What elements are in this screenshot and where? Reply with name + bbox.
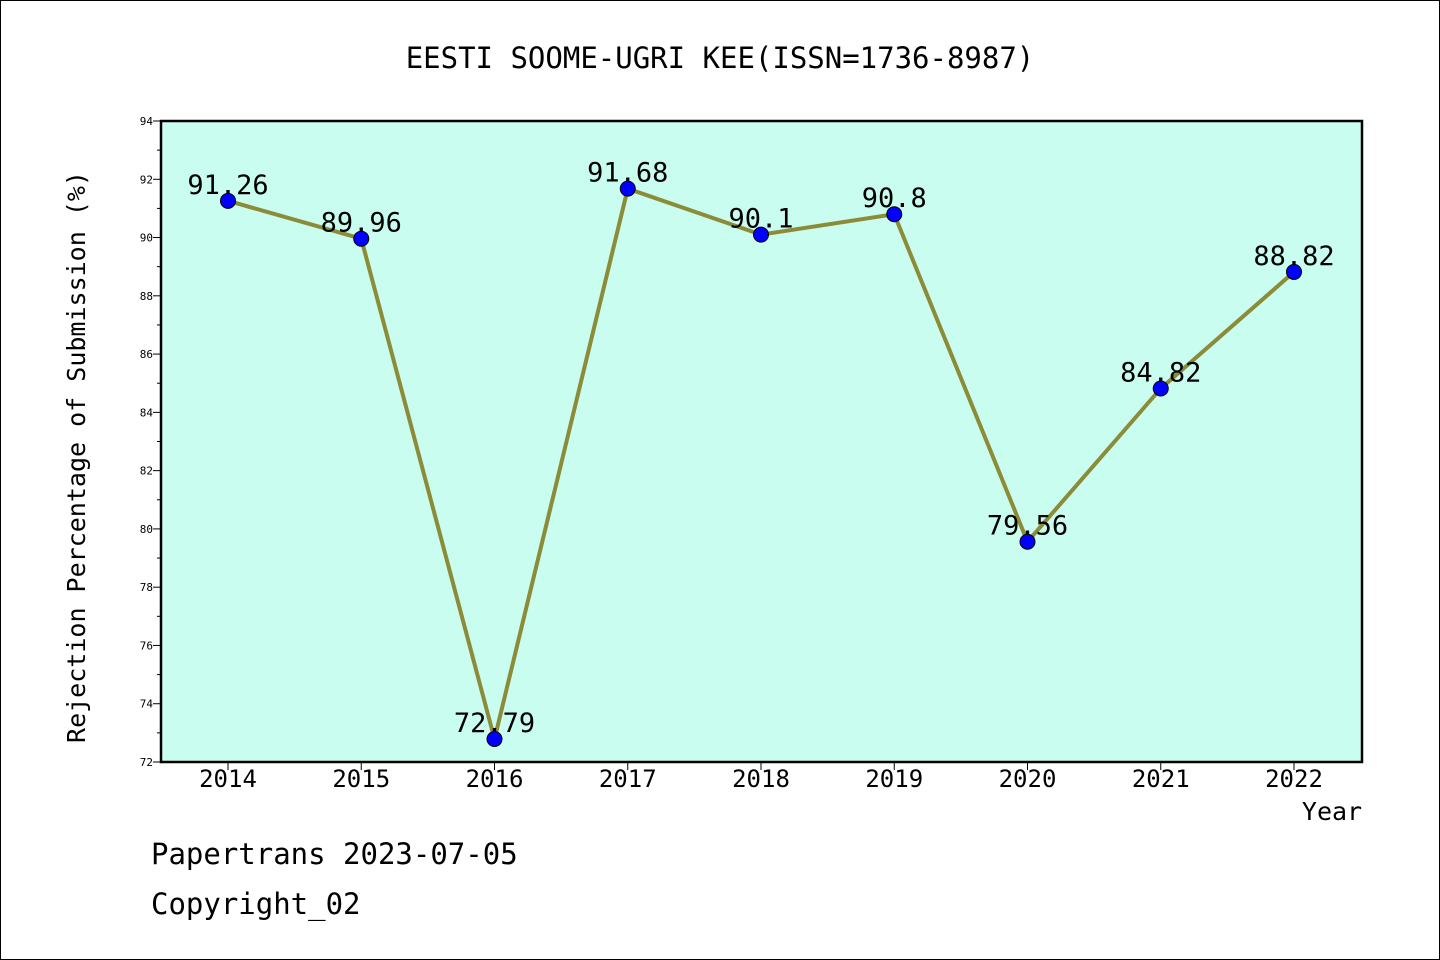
x-tick-label: 2018 [732,765,790,793]
y-tick-label: 92 [140,173,153,186]
x-tick-label: 2017 [599,765,657,793]
footer-copyright-text: Copyright_02 [151,887,361,921]
data-point [1286,263,1302,280]
data-label: 91.68 [587,158,668,189]
data-point [619,180,636,197]
footer-date-text: Papertrans 2023-07-05 [151,837,518,871]
y-tick-label: 82 [140,465,153,478]
data-label: 79.56 [987,511,1068,542]
data-label: 84.82 [1120,357,1201,388]
x-axis-label: Year [1302,797,1362,826]
x-tick-label: 2015 [332,765,390,793]
y-tick-label: 76 [140,639,153,652]
data-point [353,230,370,247]
data-point [486,730,503,747]
data-label: 91.26 [187,170,268,201]
y-tick-label: 72 [140,756,153,769]
y-tick-label: 78 [140,581,153,594]
x-tick-label: 2020 [999,765,1057,793]
x-tick-label: 2021 [1132,765,1190,793]
y-tick-label: 86 [140,348,153,361]
x-tick-label: 2019 [865,765,923,793]
data-label: 72.79 [454,708,535,739]
chart-title: EESTI SOOME-UGRI KEE(ISSN=1736-8987) [406,41,1035,75]
y-tick-label: 80 [140,523,153,536]
data-point [1152,380,1169,397]
x-tick-label: 2022 [1265,765,1323,793]
x-tick-label: 2016 [466,765,524,793]
data-point [220,192,236,209]
plot-border [159,119,1364,764]
data-point [753,226,769,243]
y-tick-label: 74 [140,698,154,711]
x-tick-label: 2014 [199,765,257,793]
data-label: 90.1 [728,204,793,235]
y-tick-label: 90 [140,232,153,245]
data-point [886,206,903,223]
y-tick-label: 84 [140,406,154,419]
data-label: 90.8 [862,183,927,214]
data-point [1019,533,1036,550]
y-tick-label: 88 [140,290,153,303]
data-label: 89.96 [321,208,402,239]
y-axis-label: Rejection Percentage of Submission (%) [62,171,91,743]
data-label: 88.82 [1253,241,1334,272]
y-tick-label: 94 [140,115,154,128]
